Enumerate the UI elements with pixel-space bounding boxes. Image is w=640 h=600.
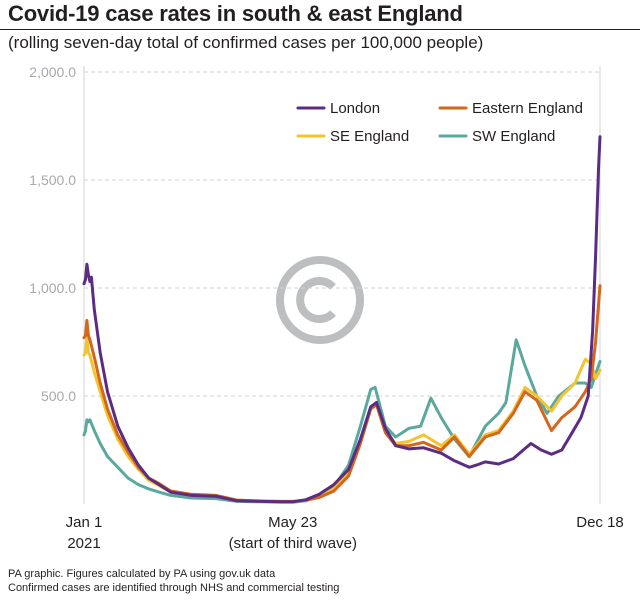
x-tick-label: May 23 [268,514,317,531]
y-tick-label: 1,000.0 [29,280,76,296]
chart-title: Covid-19 case rates in south & east Engl… [8,1,463,26]
title-divider [0,29,640,30]
series-line-eastern-england [82,284,602,503]
x-tick-sublabel: 2021 [67,535,100,552]
legend-label: London [330,100,380,117]
y-tick-label: 1,500.0 [29,172,76,188]
y-tick-label: 500.0 [41,388,76,404]
copyright-icon [276,256,364,344]
footer-note: Confirmed cases are identified through N… [8,582,340,594]
copyright-icon-letter [296,277,336,323]
x-tick-label: Dec 18 [576,514,624,531]
series-line-se-england [82,336,602,504]
series-line-sw-england [82,338,602,504]
y-tick-label: 2,000.0 [29,64,76,80]
x-tick-label: Jan 1 [66,514,103,531]
legend-label: SE England [330,128,409,145]
footer-source: PA graphic. Figures calculated by PA usi… [8,568,276,580]
legend-label: Eastern England [472,100,583,117]
x-tick-sublabel: (start of third wave) [229,535,357,552]
chart-subtitle: (rolling seven-day total of confirmed ca… [8,33,484,52]
series-line-london [82,135,602,504]
legend-label: SW England [472,128,555,145]
